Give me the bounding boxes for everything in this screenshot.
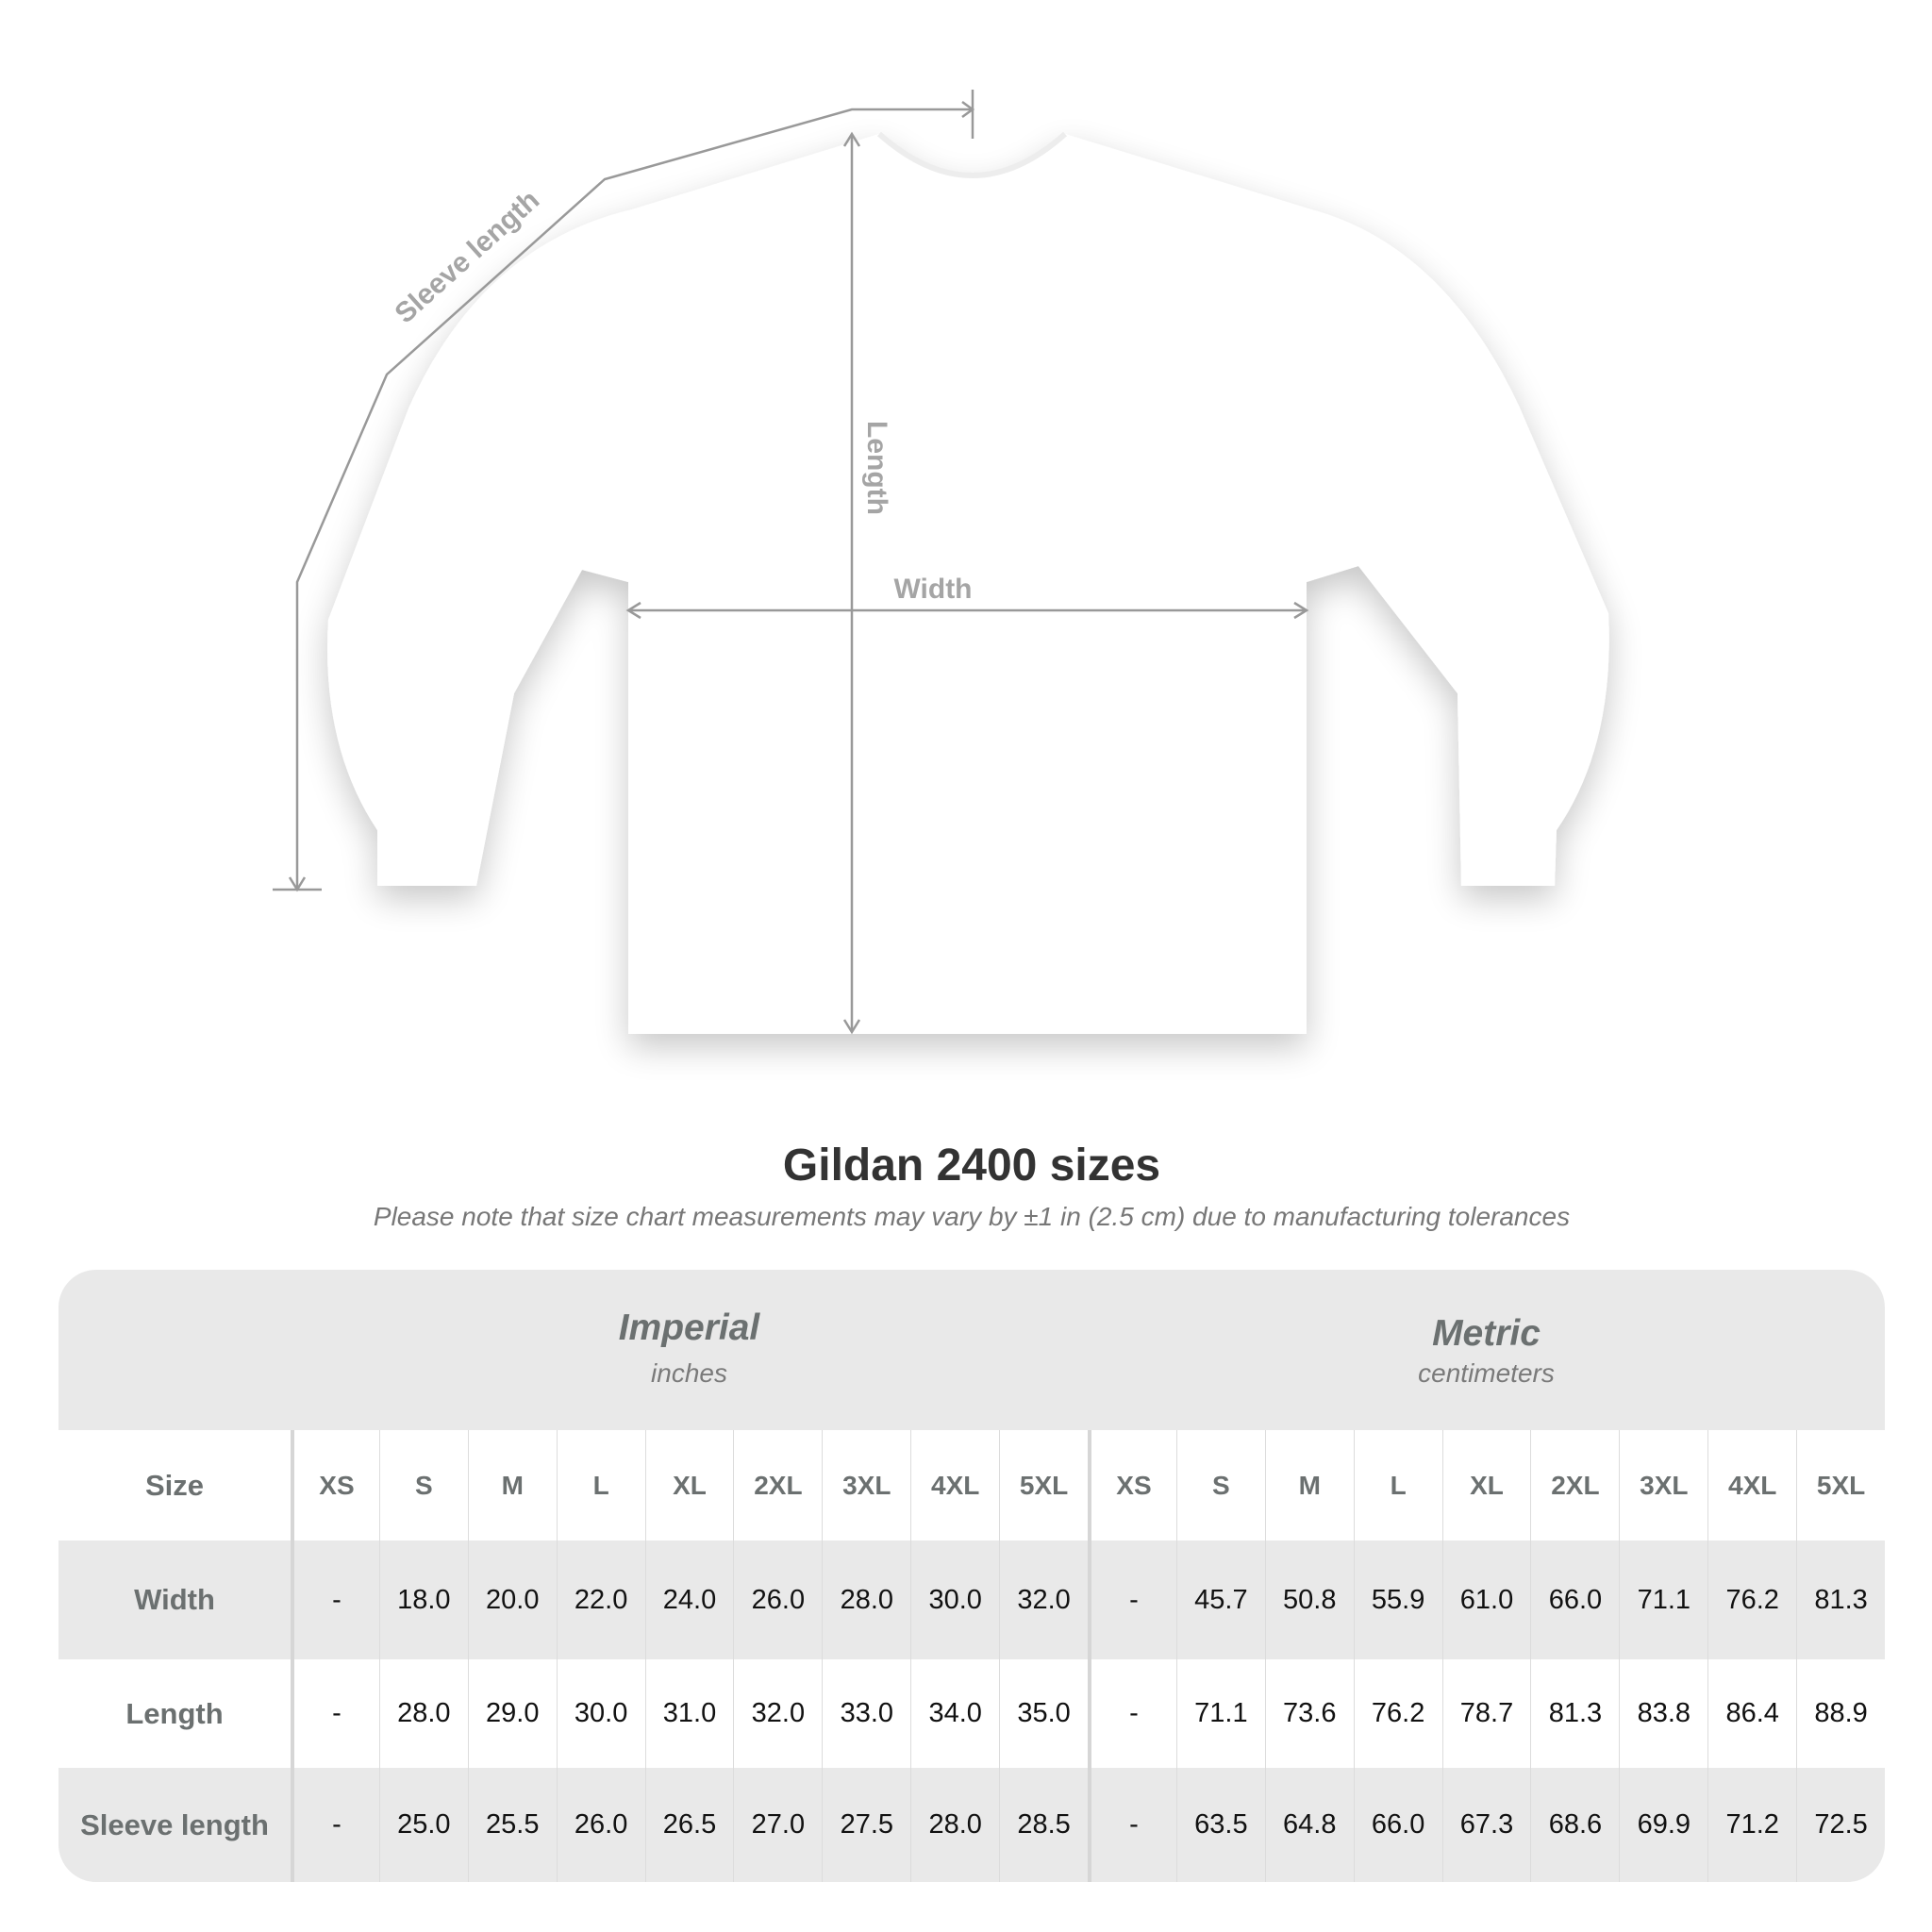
table-cell: 26.5 — [644, 1768, 734, 1882]
table-cell: 76.2 — [1353, 1659, 1442, 1768]
table-cell: 32.0 — [733, 1659, 822, 1768]
table-cell: 30.0 — [556, 1659, 645, 1768]
table-cell: 86.4 — [1707, 1659, 1796, 1768]
tolerance-note: Please note that size chart measurements… — [373, 1202, 1571, 1231]
table-cell: 31.0 — [644, 1659, 734, 1768]
size-header-cell: L — [1353, 1430, 1442, 1541]
size-header-cell: S — [378, 1430, 468, 1541]
imperial-header: Imperial inches — [291, 1270, 1088, 1430]
neck-collar — [877, 131, 1068, 178]
table-cell: 72.5 — [1796, 1768, 1885, 1882]
metric-unit: centimeters — [1418, 1358, 1555, 1388]
size-header-cell: XL — [1441, 1430, 1531, 1541]
table-cell: 66.0 — [1530, 1541, 1619, 1659]
table-cell: 32.0 — [999, 1541, 1088, 1659]
table-cell: 34.0 — [910, 1659, 999, 1768]
table-cell: 25.0 — [378, 1768, 468, 1882]
size-header-cell: M — [467, 1430, 557, 1541]
shirt-diagram: Sleeve length Length Width — [273, 90, 1609, 1035]
size-header-cell: XL — [644, 1430, 734, 1541]
size-header-cell: XS — [1088, 1430, 1176, 1541]
table-cell: 83.8 — [1619, 1659, 1707, 1768]
table-cell: 71.2 — [1707, 1768, 1796, 1882]
row-label: Width — [134, 1583, 215, 1616]
size-header-cell: XS — [291, 1430, 379, 1541]
table-cell: 45.7 — [1175, 1541, 1265, 1659]
table-row: Sleeve length -25.0 25.5 26.0 26.5 27.0 27.5 28… — [58, 1768, 1885, 1882]
size-header-cell: 4XL — [910, 1430, 999, 1541]
table-cell: 71.1 — [1619, 1541, 1707, 1659]
shirt-shape — [327, 134, 1609, 1034]
page-title: Gildan 2400 sizes — [782, 1141, 1161, 1191]
table-cell: 68.6 — [1530, 1768, 1619, 1882]
table-cell: 22.0 — [556, 1541, 645, 1659]
imperial-unit: inches — [651, 1358, 727, 1388]
table-cell: 50.8 — [1264, 1541, 1354, 1659]
table-cell: 35.0 — [999, 1659, 1088, 1768]
table-cell: 20.0 — [467, 1541, 557, 1659]
table-header-band — [58, 1270, 1885, 1430]
table-cell: 76.2 — [1707, 1541, 1796, 1659]
size-table: Imperial inches Metric centimeters Size X… — [58, 1270, 1885, 1882]
table-cell: 30.0 — [910, 1541, 999, 1659]
size-header-row: Size XS S M L XL 2XL 3XL 4XL 5XL XS S M L XL 2XL 3XL 4XL 5… — [58, 1430, 1885, 1541]
table-cell: 28.0 — [910, 1768, 999, 1882]
table-cell: 27.5 — [822, 1768, 910, 1882]
row-label: Size — [144, 1468, 205, 1502]
table-cell: - — [1088, 1659, 1176, 1768]
size-header-cell: L — [556, 1430, 645, 1541]
metric-title: Metric — [1432, 1313, 1541, 1354]
table-cell: 28.0 — [822, 1541, 910, 1659]
table-cell: - — [1088, 1541, 1176, 1659]
size-header-cell: 2XL — [733, 1430, 822, 1541]
table-cell: 18.0 — [378, 1541, 468, 1659]
length-label: Length — [861, 421, 892, 515]
table-row: Length -28.0 29.0 30.0 31.0 32.0 33.0 34.0 35.0-… — [58, 1659, 1885, 1768]
table-cell: 63.5 — [1175, 1768, 1265, 1882]
table-cell: - — [291, 1768, 379, 1882]
table-cell: 81.3 — [1530, 1659, 1619, 1768]
row-label: Sleeve length — [80, 1807, 269, 1841]
imperial-title: Imperial — [618, 1307, 760, 1348]
size-header-cell: S — [1175, 1430, 1265, 1541]
table-cell: 88.9 — [1796, 1659, 1885, 1768]
table-cell: 28.5 — [999, 1768, 1088, 1882]
size-header-cell: M — [1264, 1430, 1354, 1541]
table-cell: 69.9 — [1619, 1768, 1707, 1882]
table-cell: 81.3 — [1796, 1541, 1885, 1659]
measurement-lines — [273, 90, 1309, 1035]
size-header-cell: 5XL — [999, 1430, 1088, 1541]
table-cell: 28.0 — [378, 1659, 468, 1768]
size-header-cell: 2XL — [1530, 1430, 1619, 1541]
table-cell: - — [291, 1541, 379, 1659]
table-cell: 64.8 — [1264, 1768, 1354, 1882]
table-cell: 66.0 — [1353, 1768, 1442, 1882]
size-header-cell: 4XL — [1707, 1430, 1796, 1541]
table-cell: 27.0 — [733, 1768, 822, 1882]
size-header-cell: 3XL — [1619, 1430, 1707, 1541]
table-row: Width -18.0 20.0 22.0 24.0 26.0 28.0 30.0 32.0-4… — [58, 1541, 1885, 1659]
table-cell: 78.7 — [1441, 1659, 1531, 1768]
table-cell: 33.0 — [822, 1659, 910, 1768]
table-cell: 67.3 — [1441, 1768, 1531, 1882]
metric-header: Metric centimeters — [1088, 1270, 1885, 1430]
table-cell: 71.1 — [1175, 1659, 1265, 1768]
table-cell: - — [291, 1659, 379, 1768]
size-header-cell: 3XL — [822, 1430, 910, 1541]
table-cell: 29.0 — [467, 1659, 557, 1768]
width-label: Width — [893, 574, 972, 605]
table-cell: - — [1088, 1768, 1176, 1882]
table-cell: 55.9 — [1353, 1541, 1442, 1659]
row-label: Length — [125, 1696, 224, 1730]
table-cell: 26.0 — [733, 1541, 822, 1659]
table-cell: 61.0 — [1441, 1541, 1531, 1659]
table-cell: 26.0 — [556, 1768, 645, 1882]
table-cell: 25.5 — [467, 1768, 557, 1882]
size-header-cell: 5XL — [1796, 1430, 1885, 1541]
sleeve-length-line — [295, 108, 973, 890]
table-cell: 24.0 — [644, 1541, 734, 1659]
table-cell: 73.6 — [1264, 1659, 1354, 1768]
